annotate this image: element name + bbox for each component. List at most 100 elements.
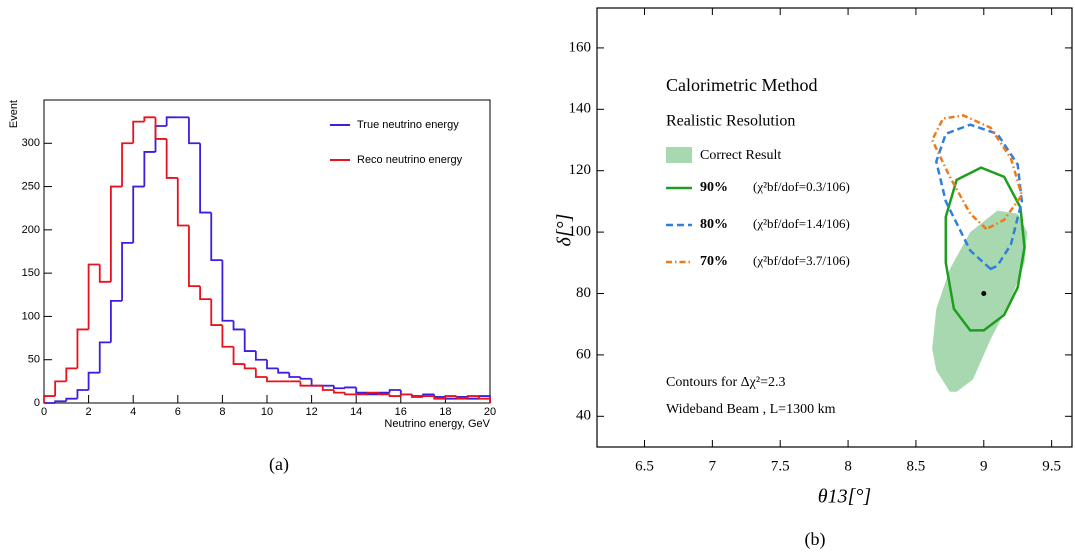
histogram-step — [65, 367, 78, 382]
histogram-step — [121, 142, 134, 187]
y-tick-label: 0 — [34, 397, 40, 409]
x-tick-label: 2 — [86, 406, 92, 418]
histogram-step — [243, 329, 256, 352]
x-tick-label: 20 — [484, 406, 496, 418]
y-tick-label: 100 — [22, 310, 40, 322]
histogram-step — [165, 116, 178, 126]
histogram-step — [110, 299, 123, 343]
chart-title: Calorimetric Method — [666, 75, 817, 95]
histogram-step — [132, 185, 145, 243]
histogram-step — [411, 394, 424, 398]
histogram-step — [333, 385, 346, 390]
y-tick-label: 140 — [569, 101, 592, 117]
histogram-step — [333, 390, 346, 394]
y-axis-label: δ[°] — [554, 214, 576, 247]
histogram-step — [98, 264, 111, 283]
histogram-step — [143, 151, 156, 187]
legend-note: (χ²bf/dof=1.4/106) — [753, 216, 850, 231]
histogram-step — [466, 396, 479, 400]
x-axis-label: Neutrino energy, GeV — [384, 418, 490, 430]
histogram-step — [422, 395, 435, 397]
x-tick-label: 12 — [305, 406, 317, 418]
histogram-step — [266, 377, 279, 383]
plot-frame — [596, 7, 1073, 448]
legend-label: 70% — [700, 254, 728, 269]
histogram-step — [132, 120, 145, 144]
histogram-step — [221, 325, 234, 348]
histogram-step — [232, 346, 245, 365]
x-tick-label: 8 — [219, 406, 225, 418]
x-axis-label: θ13[°] — [818, 486, 871, 508]
histogram-step — [433, 394, 446, 398]
histogram-step — [355, 387, 368, 394]
histogram-step — [110, 185, 123, 282]
contour — [930, 114, 1024, 231]
best-fit-point — [981, 291, 987, 297]
histogram-step — [76, 328, 89, 369]
histogram-step — [466, 395, 479, 399]
legend-label: 80% — [700, 217, 728, 232]
histogram-step — [254, 351, 267, 361]
histogram-step — [477, 396, 491, 403]
histogram-step — [210, 299, 223, 326]
y-tick-label: 50 — [28, 354, 40, 366]
histogram-step — [254, 368, 267, 378]
y-tick-label: 250 — [22, 180, 40, 192]
x-tick-label: 18 — [439, 406, 451, 418]
x-tick-label: 6.5 — [635, 458, 654, 474]
histogram-step — [232, 320, 245, 331]
x-tick-label: 9.5 — [1042, 458, 1061, 474]
legend-label: Reco neutrino energy — [357, 154, 463, 166]
y-tick-label: 120 — [569, 162, 592, 178]
histogram-step — [344, 386, 357, 389]
histogram-step — [411, 394, 424, 397]
x-tick-label: 6 — [175, 406, 181, 418]
histogram-step — [366, 391, 379, 395]
contour-panel: 90% (χ²bf/dof=0.3/106) 80% (χ²bf/dof=1.4/10… — [554, 7, 1073, 550]
histogram-step — [399, 393, 412, 397]
y-tick-label: 200 — [22, 224, 40, 236]
histogram-step — [288, 372, 301, 378]
histogram-step — [43, 395, 56, 403]
histogram-step — [54, 380, 67, 397]
histogram-step — [188, 117, 201, 145]
histogram-panel: 0 2 4 6 8 10 12 14 16 18 20050100150200250300Neutr… — [8, 99, 496, 475]
x-tick-label: 7 — [709, 458, 717, 474]
histogram-step — [154, 117, 167, 140]
histogram-step — [199, 286, 212, 301]
histogram-step — [299, 377, 312, 380]
x-tick-label: 16 — [395, 406, 407, 418]
y-tick-label: 40 — [576, 408, 591, 424]
histogram-step — [388, 389, 401, 393]
histogram-step — [310, 378, 323, 387]
x-tick-label: 9 — [980, 458, 988, 474]
x-tick-label: 8 — [844, 458, 852, 474]
histogram-step — [98, 341, 111, 373]
histogram-step — [377, 392, 390, 396]
x-tick-label: 8.5 — [907, 458, 926, 474]
histogram-step — [221, 260, 234, 322]
contour — [944, 166, 1026, 332]
caption: (b) — [805, 529, 826, 550]
x-tick-label: 0 — [41, 406, 47, 418]
histogram-step — [176, 177, 189, 227]
histogram-step — [165, 138, 178, 179]
legend-label: Correct Result — [700, 148, 781, 163]
histogram-step — [243, 364, 256, 370]
histogram-step — [210, 212, 223, 262]
histogram-step — [87, 263, 100, 330]
y-tick-label: 300 — [22, 137, 40, 149]
y-tick-label: 160 — [569, 39, 592, 55]
histogram-step — [321, 385, 334, 391]
x-tick-label: 14 — [350, 406, 362, 418]
histogram-step — [87, 371, 100, 391]
histogram-step — [388, 394, 401, 397]
histogram-step — [455, 396, 468, 400]
histogram-step — [143, 116, 156, 122]
x-tick-label: 7.5 — [771, 458, 790, 474]
legend-note: (χ²bf/dof=3.7/106) — [753, 253, 850, 268]
caption: (a) — [269, 454, 289, 475]
y-tick-label: 80 — [576, 285, 591, 301]
histogram-step — [65, 397, 78, 402]
contour — [934, 123, 1024, 271]
